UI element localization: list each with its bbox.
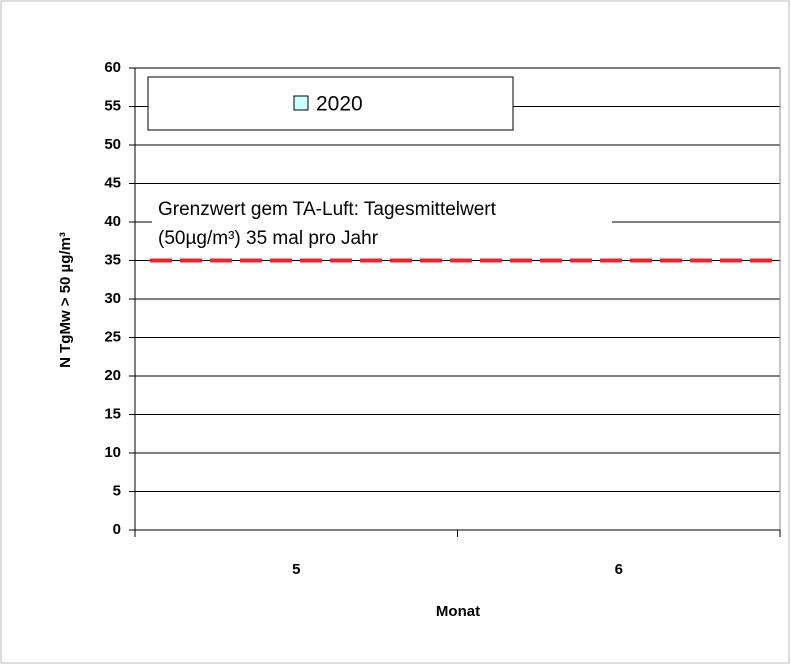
y-tick-label: 50 [104,136,121,153]
annotation-bg [152,193,612,253]
x-tick-label: 5 [292,561,300,578]
y-axis-label: N TgMw > 50 µg/m³ [57,232,74,368]
y-tick-label: 15 [104,405,121,422]
reference-label: Grenzwert gem TA-Luft: Tagesmittelwert [158,199,497,220]
y-tick-label: 5 [113,482,121,499]
y-tick-label: 35 [104,251,121,268]
y-tick-label: 0 [113,521,121,538]
y-tick-label: 30 [104,290,121,307]
reference-label: (50µg/m³) 35 mal pro Jahr [158,228,379,249]
y-tick-label: 55 [104,97,121,114]
legend-box [147,76,514,131]
legend-label: 2020 [316,93,363,116]
legend-swatch [293,95,309,111]
y-tick-label: 60 [104,59,121,76]
y-tick-label: 10 [104,444,121,461]
y-tick-label: 20 [104,367,121,384]
y-tick-label: 45 [104,174,121,191]
y-tick-label: 40 [104,213,121,230]
y-tick-label: 25 [104,328,121,345]
x-axis-label: Monat [436,603,480,620]
x-tick-label: 6 [615,561,623,578]
